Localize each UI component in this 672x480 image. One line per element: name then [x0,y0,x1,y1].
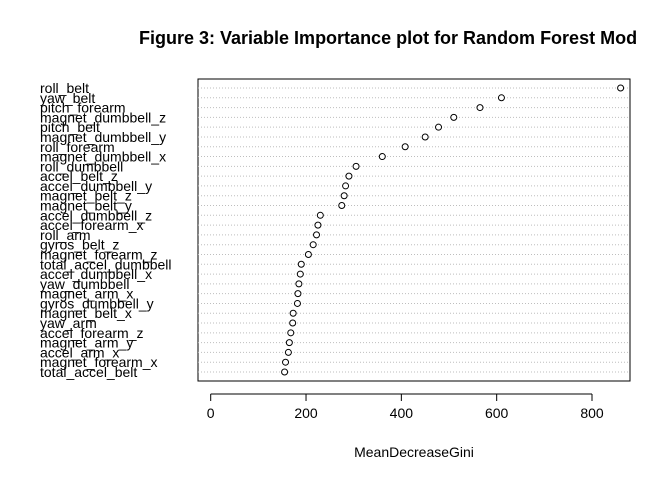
variable-label: gyros_dumbbell_y [40,295,154,311]
x-tick-label: 800 [580,405,604,421]
variable-label: accel_dumbbell_x [40,266,152,282]
chart-title: Figure 3: Variable Importance plot for R… [139,28,638,48]
data-point [435,123,443,131]
data-point [316,211,324,219]
data-point [309,241,317,249]
variable-label: accel_forearm_x [40,217,144,233]
data-point [338,202,346,210]
grid-lines [198,87,630,373]
variable-label: yaw_belt [40,90,95,106]
data-point [617,84,625,92]
variable-label: magnet_belt_z [40,188,132,204]
data-point [285,339,293,347]
data-point [294,290,302,298]
variable-label: roll_belt [40,80,89,96]
data-point [421,133,429,141]
data-point [289,309,297,317]
data-point [378,153,386,161]
variable-label: yaw_arm [40,315,97,331]
data-point [345,172,353,180]
data-point [352,162,360,170]
variable-label: magnet_arm_y [40,335,133,351]
variable-label: magnet_forearm_x [40,354,158,370]
variable-label: roll_forearm [40,139,115,155]
data-point [476,104,484,112]
x-axis: 0 200 400 600 800 [207,393,604,421]
variable-label: pitch_belt [40,119,100,135]
data-points [281,84,625,376]
variable-label: magnet_belt_y [40,198,132,214]
x-tick-label: 400 [390,405,414,421]
x-tick-label: 200 [294,405,318,421]
data-point [450,113,458,121]
data-point [282,358,290,366]
variable-label: roll_dumbbell [40,158,123,174]
variable-label: total_accel_belt [40,364,137,380]
plot-frame [197,78,631,382]
variable-label: accel_dumbbell_z [40,207,152,223]
data-point [287,329,295,337]
variable-label: yaw_dumbbell [40,276,130,292]
variable-label: pitch_forearm [40,100,126,116]
data-point [401,143,409,151]
data-point [342,182,350,190]
data-point [340,192,348,200]
variable-label: magnet_forearm_z [40,246,158,262]
x-tick-label: 0 [207,405,215,421]
x-axis-title: MeanDecreaseGini [354,444,474,460]
variable-label: magnet_belt_x [40,305,132,321]
data-point [297,260,305,268]
data-point [293,299,301,307]
variable-label: roll_arm [40,227,91,243]
variable-label: accel_belt_z [40,168,118,184]
data-point [284,348,292,356]
variable-label: magnet_dumbbell_x [40,149,166,165]
data-point [281,368,289,376]
variable-label: magnet_dumbbell_z [40,109,166,125]
variable-label: accel_forearm_z [40,325,144,341]
variable-label: magnet_dumbbell_y [40,129,166,145]
data-point [296,270,304,278]
variable-label: gyros_belt_z [40,237,119,253]
data-point [314,221,322,229]
variable-label: accel_dumbbell_y [40,178,152,194]
variable-label: total_accel_dumbbell [40,256,172,272]
variable-label: magnet_arm_x [40,286,133,302]
x-tick-label: 600 [485,405,509,421]
data-point [304,250,312,258]
variable-label: accel_arm_x [40,344,119,360]
data-point [295,280,303,288]
data-point [313,231,321,239]
data-point [289,319,297,327]
data-point [497,94,505,102]
variable-labels: roll_beltyaw_beltpitch_forearmmagnet_dum… [40,80,172,380]
